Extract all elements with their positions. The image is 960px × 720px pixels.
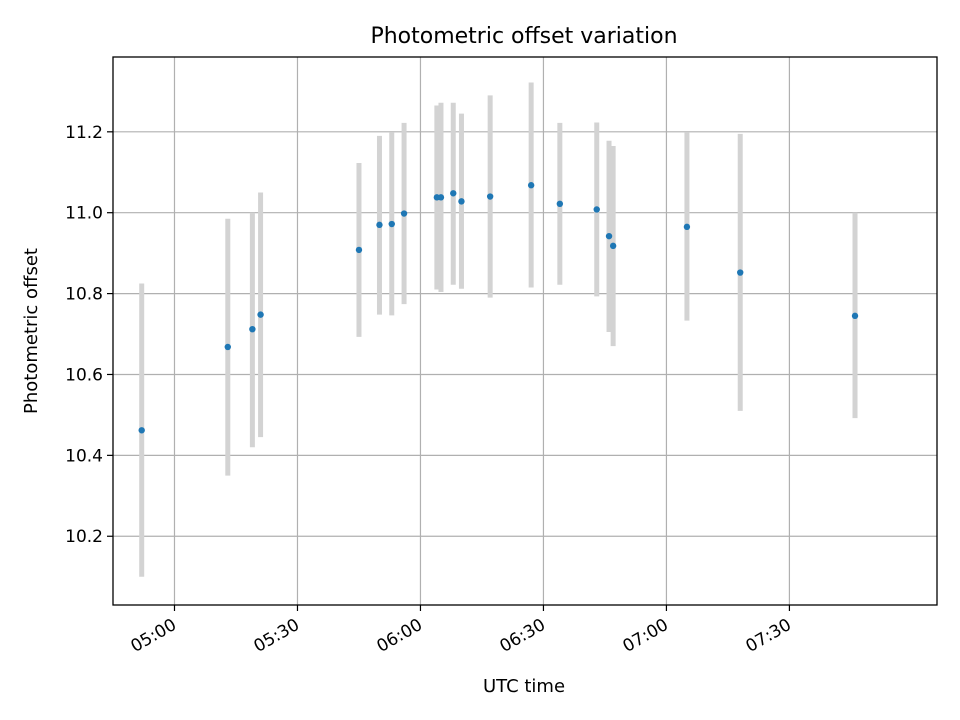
y-tick-label: 10.2 (65, 527, 103, 547)
data-point (224, 343, 231, 351)
data-point (138, 427, 145, 434)
data-point (683, 223, 691, 231)
x-axis-ticks: 05:00 05:30 06:00 06:30 07:00 07:30 (128, 605, 795, 657)
x-tick-label: 05:30 (251, 615, 303, 657)
y-axis-ticks: 10.2 10.4 10.6 10.8 11.0 11.2 (65, 123, 113, 547)
y-tick-label: 10.4 (65, 446, 103, 466)
data-point (400, 210, 408, 217)
grid-lines (113, 57, 937, 605)
data-point (486, 193, 494, 200)
data-point (851, 312, 859, 320)
data-point (450, 190, 457, 197)
x-tick-label: 07:30 (742, 615, 794, 657)
data-point (556, 200, 564, 208)
data-point (355, 246, 363, 254)
y-axis-label: Photometric offset (21, 248, 42, 414)
data-point (609, 242, 617, 250)
data-point (376, 221, 383, 229)
y-tick-label: 10.8 (65, 285, 103, 305)
chart-title: Photometric offset variation (370, 24, 677, 49)
x-axis-label: UTC time (483, 676, 565, 697)
data-point (593, 206, 600, 213)
y-tick-label: 11.0 (65, 204, 103, 224)
data-point (605, 232, 613, 240)
error-bars (139, 82, 858, 577)
x-tick-label: 07:00 (619, 615, 671, 657)
data-point (737, 269, 744, 276)
y-tick-label: 10.6 (65, 365, 103, 385)
data-point (249, 325, 256, 333)
data-point (527, 182, 535, 189)
data-point (437, 194, 445, 201)
data-points (138, 182, 859, 434)
y-tick-label: 11.2 (65, 123, 103, 143)
data-point (458, 198, 465, 205)
x-tick-label: 06:30 (497, 615, 549, 657)
x-tick-label: 06:00 (374, 615, 426, 657)
x-tick-label: 05:00 (128, 615, 180, 657)
data-point (388, 220, 395, 228)
plot-frame (112, 56, 938, 606)
data-point (257, 311, 264, 318)
